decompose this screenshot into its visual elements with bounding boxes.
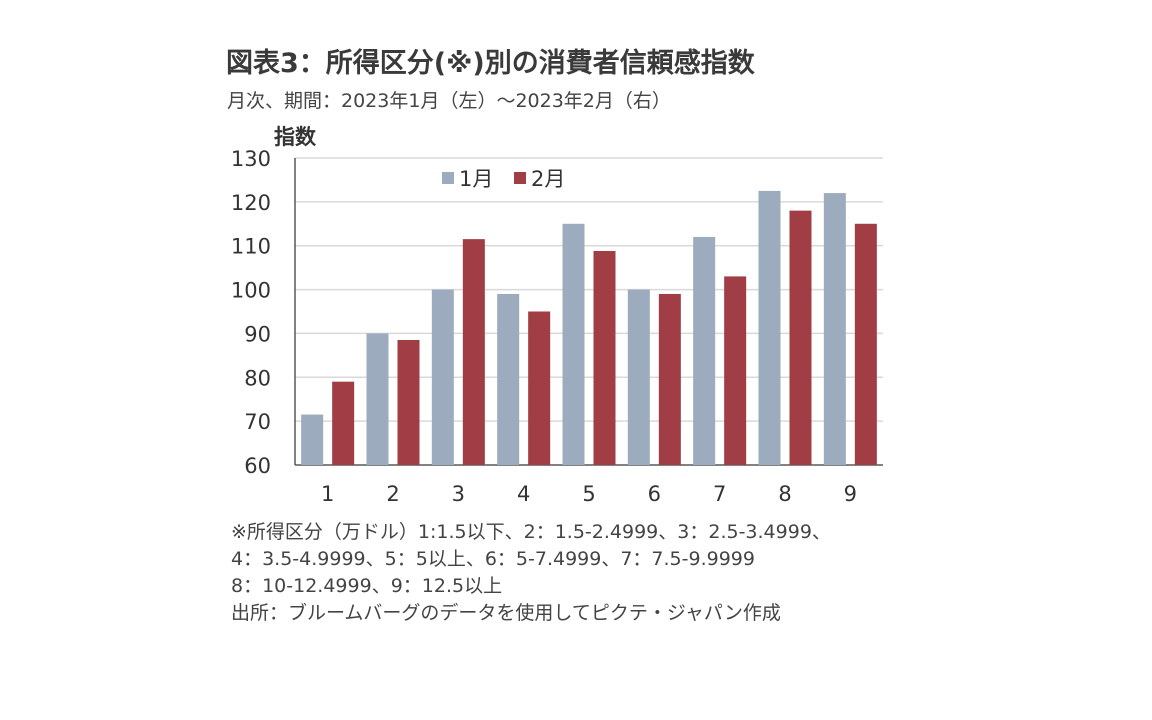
footnote-line: 8：10-12.4999、9：12.5以上 [231, 575, 503, 597]
legend-label-jan: 1月 [459, 167, 493, 191]
chart-area: 60 70 80 90 100 110 120 130 指数 1 2 3 4 5 6 7 8 9 1月 2月 [231, 125, 883, 506]
x-tick-label: 2 [386, 482, 399, 506]
y-tick-label: 80 [244, 366, 271, 390]
bar-feb-2 [397, 340, 420, 465]
bar-feb-1 [332, 381, 355, 465]
bar-feb-8 [789, 210, 812, 465]
source-note: 出所：ブルームバーグのデータを使用してピクテ・ジャパン作成 [231, 602, 781, 624]
y-tick-label: 120 [231, 191, 271, 215]
x-tick-label: 1 [321, 482, 334, 506]
bar-feb-7 [724, 276, 747, 465]
bar-jan-7 [693, 236, 716, 465]
bar-jan-5 [562, 223, 585, 465]
legend-swatch-feb [514, 172, 526, 184]
bar-feb-6 [658, 293, 681, 465]
bar-jan-4 [497, 293, 520, 465]
bar-feb-9 [854, 223, 877, 465]
y-tick-label: 110 [231, 235, 271, 259]
x-tick-label: 4 [517, 482, 530, 506]
y-tick-label: 100 [231, 279, 271, 303]
x-tick-label: 3 [452, 482, 465, 506]
footnote-line: ※所得区分（万ドル）1:1.5以下、2：1.5-2.4999、3：2.5-3.4… [231, 521, 831, 543]
footnote-line: 4：3.5-4.9999、5：5以上、6：5-7.4999、7：7.5-9.99… [231, 548, 755, 570]
y-axis-label: 指数 [274, 125, 317, 149]
x-tick-label: 8 [778, 482, 791, 506]
chart-title: 図表3：所得区分(※)別の消費者信頼感指数 [226, 48, 755, 79]
y-tick-label: 130 [231, 147, 271, 171]
bar-jan-1 [301, 414, 324, 465]
x-tick-label: 9 [844, 482, 857, 506]
chart-subtitle: 月次、期間：2023年1月（左）～2023年2月（右） [227, 90, 671, 112]
y-tick-label: 70 [244, 410, 271, 434]
x-tick-label: 6 [648, 482, 661, 506]
x-tick-label: 5 [582, 482, 595, 506]
bar-feb-5 [593, 250, 616, 465]
bar-jan-6 [627, 289, 650, 465]
y-tick-label: 90 [244, 322, 271, 346]
legend-swatch-jan [442, 172, 454, 184]
bar-jan-9 [823, 193, 846, 466]
x-tick-label: 7 [713, 482, 726, 506]
legend-label-feb: 2月 [531, 167, 565, 191]
bar-jan-3 [431, 289, 454, 465]
bar-feb-3 [462, 239, 485, 465]
bar-feb-4 [528, 311, 551, 465]
y-tick-label: 60 [244, 454, 271, 478]
bar-jan-8 [758, 190, 781, 465]
bar-jan-2 [366, 333, 389, 465]
footnotes: ※所得区分（万ドル）1:1.5以下、2：1.5-2.4999、3：2.5-3.4… [231, 519, 831, 627]
